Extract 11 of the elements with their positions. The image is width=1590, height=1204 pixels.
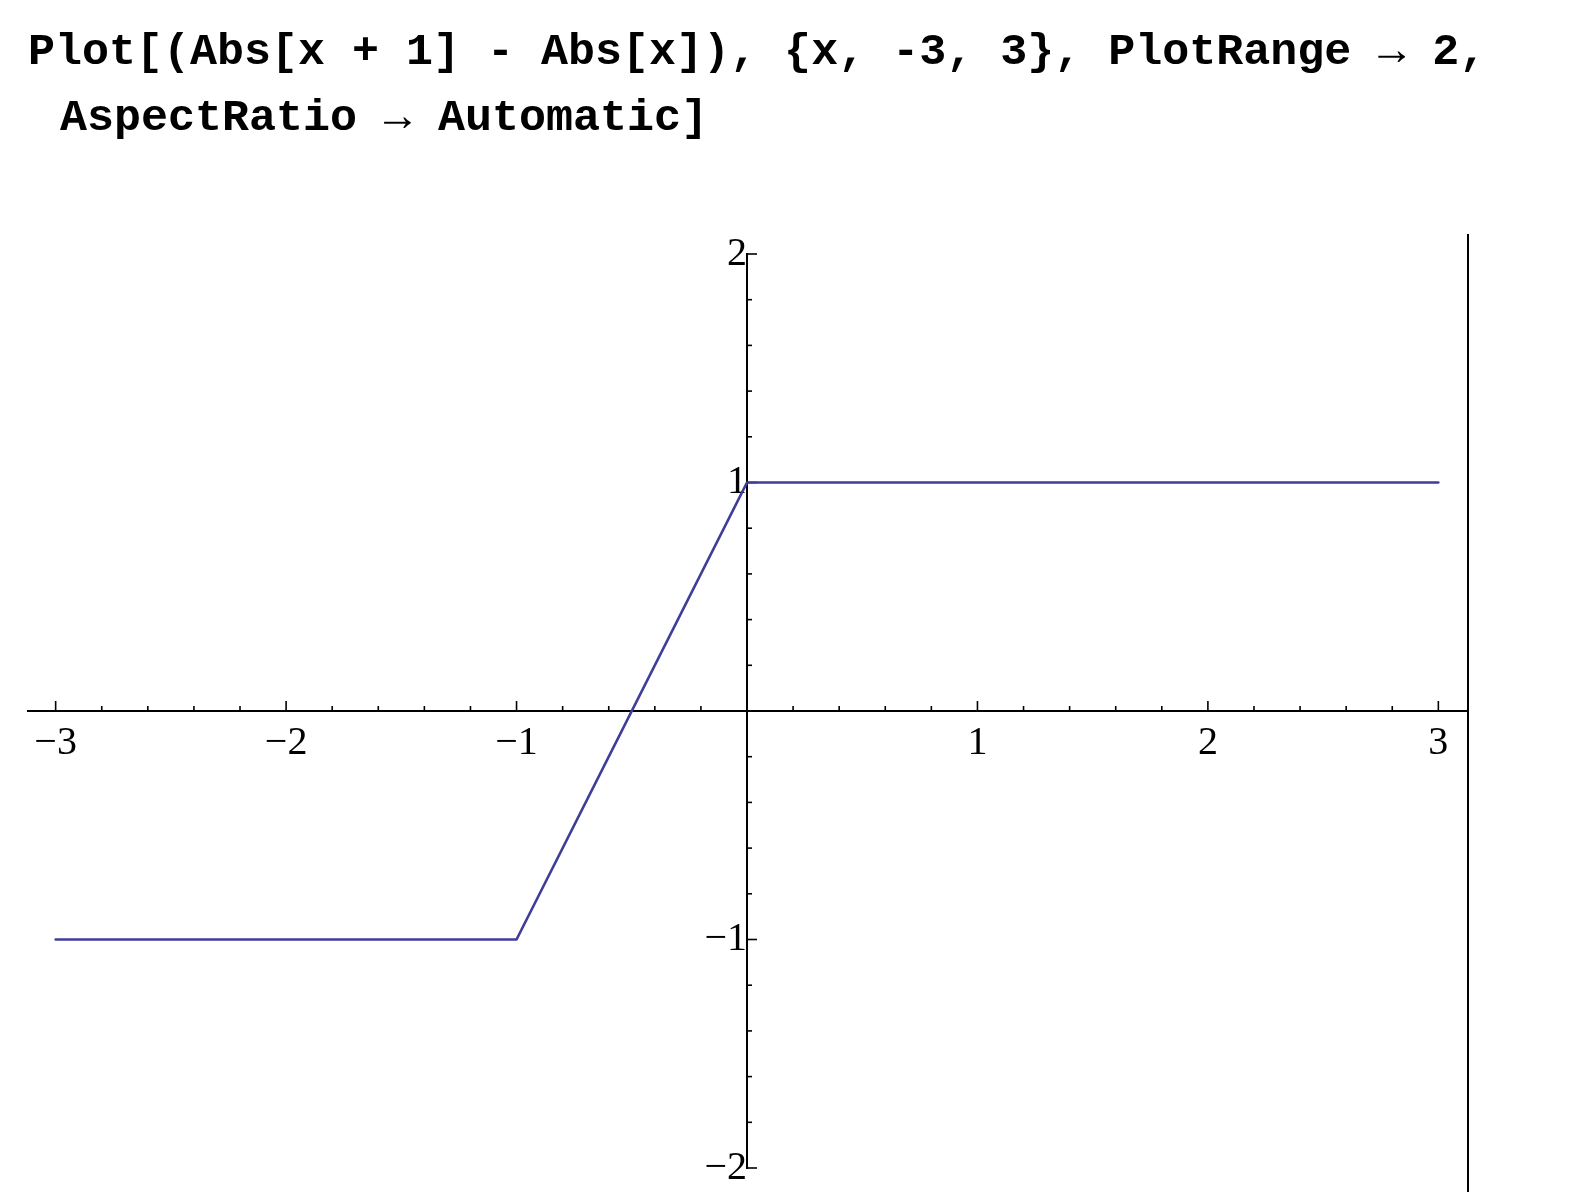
chart-title: Plot[(Abs[x + 1] - Abs[x]), {x, -3, 3}, PlotRange → 2, AspectRatio → Automatic] (28, 26, 1488, 146)
x-tick-label: −1 (495, 717, 538, 763)
x-tick-label: −3 (34, 717, 77, 763)
y-tick-label: 2 (727, 228, 747, 274)
x-tick-label: 2 (1197, 717, 1218, 763)
x-tick-label: 3 (1428, 717, 1449, 763)
y-tick-label: −1 (704, 914, 747, 959)
x-tick-label: −2 (264, 717, 308, 763)
y-tick-label: 1 (727, 457, 747, 502)
x-tick-label: 1 (967, 717, 988, 763)
y-tick-label: −2 (704, 1142, 747, 1188)
